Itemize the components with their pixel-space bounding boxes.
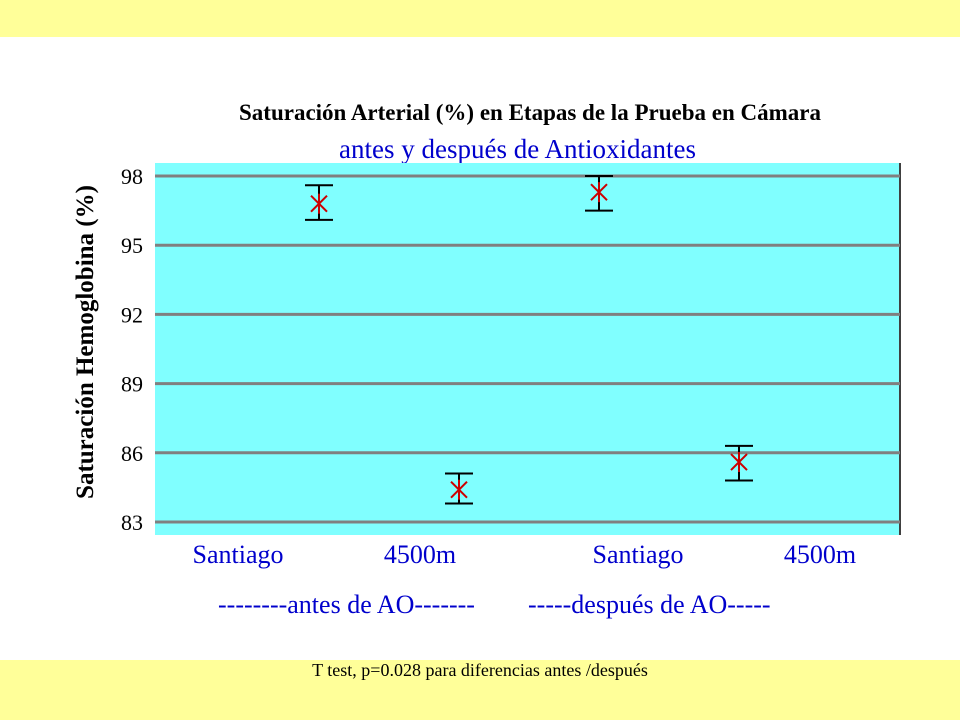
x-category-label: 4500m bbox=[384, 540, 456, 569]
x-category-label: 4500m bbox=[784, 540, 856, 569]
group-label-before: --------antes de AO------- bbox=[218, 590, 475, 619]
y-tick-label: 86 bbox=[121, 441, 143, 466]
data-point bbox=[310, 193, 328, 214]
data-point bbox=[450, 479, 468, 500]
plot-area bbox=[155, 163, 900, 535]
group-label-after: -----después de AO----- bbox=[528, 590, 771, 619]
x-category-label: Santiago bbox=[193, 540, 284, 569]
bottom-band bbox=[0, 660, 960, 720]
chart-title: Saturación Arterial (%) en Etapas de la … bbox=[239, 100, 821, 125]
top-band bbox=[0, 0, 960, 37]
y-tick-label: 89 bbox=[121, 372, 143, 397]
y-tick-label: 83 bbox=[121, 510, 143, 535]
y-tick-label: 92 bbox=[121, 302, 143, 327]
data-point bbox=[730, 452, 748, 473]
x-category-label: Santiago bbox=[593, 540, 684, 569]
y-tick-label: 95 bbox=[121, 233, 143, 258]
data-point bbox=[590, 182, 608, 203]
chart-subtitle: antes y después de Antioxidantes bbox=[339, 134, 696, 164]
y-tick-label: 98 bbox=[121, 164, 143, 189]
footnote: T test, p=0.028 para diferencias antes /… bbox=[312, 660, 648, 680]
